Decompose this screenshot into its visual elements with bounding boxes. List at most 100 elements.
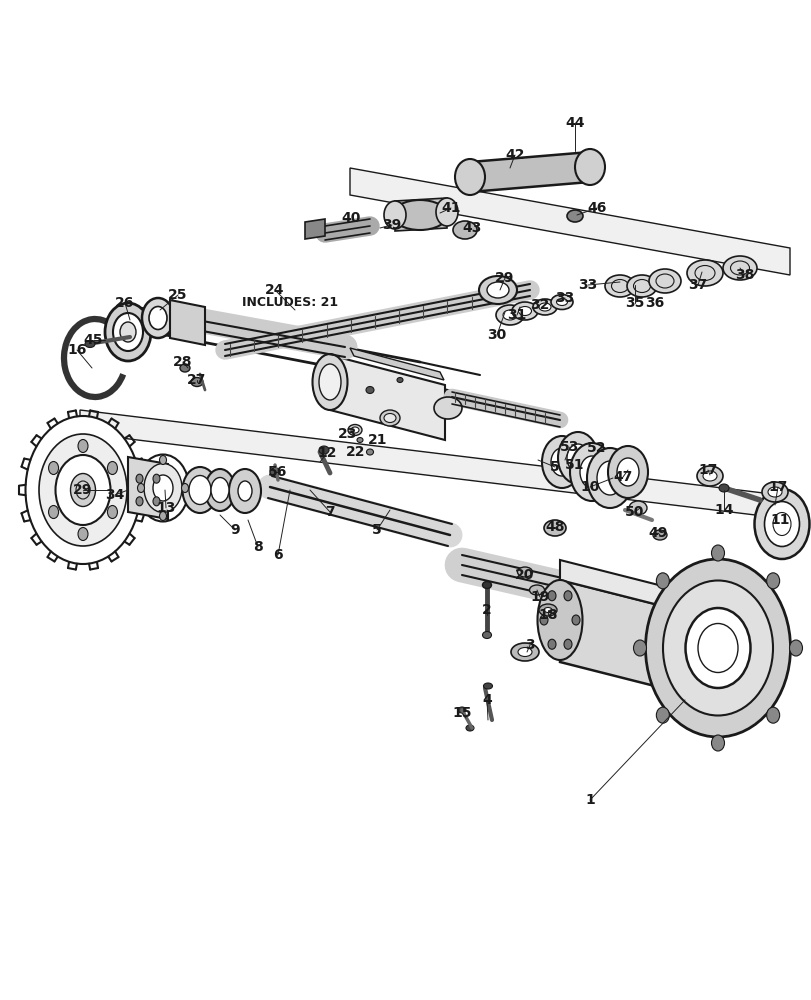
Text: INCLUDES: 21: INCLUDES: 21 [242, 296, 337, 308]
Ellipse shape [433, 397, 461, 419]
Ellipse shape [392, 200, 447, 230]
Text: 12: 12 [317, 446, 337, 460]
Ellipse shape [211, 478, 229, 502]
Text: 53: 53 [560, 440, 579, 454]
Ellipse shape [543, 607, 551, 612]
Text: 35: 35 [624, 296, 644, 310]
Ellipse shape [107, 462, 118, 475]
Text: 2: 2 [482, 603, 491, 617]
Text: 14: 14 [714, 503, 733, 517]
Ellipse shape [453, 221, 476, 239]
Text: 36: 36 [645, 296, 664, 310]
Ellipse shape [512, 302, 538, 320]
Ellipse shape [366, 449, 373, 455]
Ellipse shape [557, 432, 597, 484]
Text: 9: 9 [230, 523, 239, 537]
Ellipse shape [319, 364, 341, 400]
Ellipse shape [397, 377, 402, 382]
Ellipse shape [766, 573, 779, 589]
Text: 43: 43 [461, 221, 481, 235]
Ellipse shape [764, 502, 799, 546]
Ellipse shape [556, 298, 567, 306]
Ellipse shape [702, 471, 716, 481]
Text: 28: 28 [173, 355, 192, 369]
Polygon shape [470, 152, 590, 192]
Ellipse shape [753, 489, 809, 559]
Text: 29: 29 [495, 271, 514, 285]
Text: 49: 49 [647, 526, 667, 540]
Ellipse shape [616, 458, 638, 486]
Text: 56: 56 [268, 465, 287, 479]
Text: 29: 29 [73, 483, 92, 497]
Text: 31: 31 [507, 308, 526, 322]
Text: 34: 34 [105, 488, 125, 502]
Ellipse shape [85, 340, 95, 348]
Ellipse shape [270, 468, 280, 476]
Ellipse shape [566, 210, 582, 222]
Text: 46: 46 [586, 201, 606, 215]
Polygon shape [305, 219, 324, 239]
Ellipse shape [78, 528, 88, 540]
Ellipse shape [319, 446, 328, 454]
Text: 5: 5 [549, 460, 560, 474]
Ellipse shape [541, 436, 581, 488]
Ellipse shape [539, 604, 556, 616]
Ellipse shape [633, 640, 646, 656]
Ellipse shape [532, 299, 556, 315]
Text: 15: 15 [452, 706, 471, 720]
Ellipse shape [49, 462, 58, 475]
Ellipse shape [518, 306, 531, 316]
Ellipse shape [529, 585, 544, 595]
Text: 18: 18 [538, 608, 557, 622]
Ellipse shape [766, 707, 779, 723]
Text: 1: 1 [585, 793, 594, 807]
Text: 52: 52 [586, 441, 606, 455]
Text: 21: 21 [368, 433, 388, 447]
Text: 37: 37 [688, 278, 706, 292]
Text: 16: 16 [67, 343, 87, 357]
Ellipse shape [142, 298, 174, 338]
Ellipse shape [159, 512, 166, 520]
Text: 38: 38 [735, 268, 753, 282]
Ellipse shape [517, 648, 531, 656]
Ellipse shape [655, 707, 668, 723]
Text: 4: 4 [482, 693, 491, 707]
Ellipse shape [182, 467, 217, 513]
Ellipse shape [487, 282, 508, 298]
Ellipse shape [78, 440, 88, 452]
Ellipse shape [159, 456, 166, 464]
Ellipse shape [547, 591, 556, 601]
Ellipse shape [39, 434, 127, 546]
Text: 25: 25 [168, 288, 187, 302]
Text: 44: 44 [564, 116, 584, 130]
Ellipse shape [574, 149, 604, 185]
Text: 27: 27 [187, 373, 207, 387]
Text: 45: 45 [84, 333, 103, 347]
Ellipse shape [543, 520, 565, 536]
Polygon shape [350, 348, 444, 380]
Polygon shape [560, 560, 709, 618]
Text: 39: 39 [382, 218, 401, 232]
Polygon shape [128, 457, 168, 519]
Ellipse shape [788, 640, 801, 656]
Ellipse shape [655, 573, 668, 589]
Polygon shape [394, 198, 446, 231]
Ellipse shape [648, 269, 680, 293]
Text: 10: 10 [580, 480, 599, 494]
Ellipse shape [686, 260, 722, 286]
Text: 8: 8 [253, 540, 263, 554]
Ellipse shape [539, 303, 551, 311]
Ellipse shape [189, 476, 211, 504]
Ellipse shape [436, 198, 457, 226]
Ellipse shape [718, 484, 728, 492]
Text: 51: 51 [564, 458, 584, 472]
Ellipse shape [604, 275, 634, 297]
Text: 6: 6 [272, 548, 282, 562]
Ellipse shape [71, 474, 96, 506]
Text: 48: 48 [544, 520, 564, 534]
Ellipse shape [120, 322, 135, 342]
Ellipse shape [496, 305, 523, 325]
Ellipse shape [517, 567, 532, 577]
Ellipse shape [144, 464, 182, 512]
Polygon shape [329, 355, 444, 440]
